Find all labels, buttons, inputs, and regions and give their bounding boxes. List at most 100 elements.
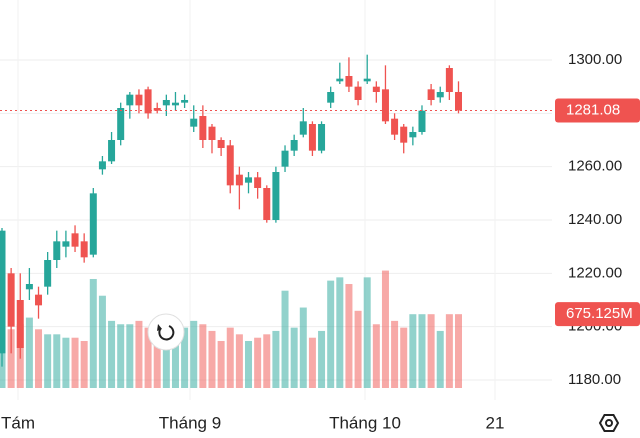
candle-body <box>199 116 207 140</box>
candle-body <box>71 233 79 247</box>
candle-body <box>345 76 353 87</box>
candle-body <box>62 241 70 247</box>
volume-bar <box>162 324 170 388</box>
candle-body <box>290 140 298 151</box>
volume-bar <box>44 334 52 388</box>
volume-bar <box>53 334 61 388</box>
reset-icon <box>158 325 175 341</box>
candle-body <box>327 92 335 103</box>
volume-bar <box>281 290 289 388</box>
volume-bar <box>254 337 262 388</box>
candle-body <box>80 241 88 258</box>
y-tick-label: 1260.00 <box>568 158 622 175</box>
candle-body <box>418 110 426 132</box>
candle-body <box>318 124 326 151</box>
last-price-label: 1281.08 <box>566 101 620 118</box>
candle-body <box>455 92 462 111</box>
volume-bar <box>217 340 225 388</box>
volume-bar <box>290 327 298 388</box>
candle-body <box>254 177 262 188</box>
volume-bar <box>372 324 380 388</box>
candle-body <box>299 121 307 135</box>
volume-bar <box>409 314 417 388</box>
x-tick-label: Tám <box>1 413 35 432</box>
volume-bar <box>108 320 116 388</box>
candle-body <box>235 174 243 186</box>
volume-bar <box>272 330 280 388</box>
candle-body <box>400 126 408 143</box>
candle-body <box>35 294 43 306</box>
volume-bar <box>135 320 143 388</box>
volume-bar <box>263 334 271 388</box>
candle-body <box>381 89 389 122</box>
candle-body <box>272 172 280 220</box>
candle-body <box>98 161 106 170</box>
volume-bar <box>245 340 253 388</box>
volume-bar <box>7 329 15 388</box>
reset-button[interactable] <box>147 313 185 351</box>
volume-bar <box>126 324 134 388</box>
volume-bar <box>35 329 43 388</box>
volume-bar <box>381 270 389 388</box>
y-tick-label: 1300.00 <box>568 51 622 68</box>
x-tick-label: Tháng 10 <box>329 413 401 432</box>
candle-body <box>153 108 161 111</box>
volume-bar <box>80 340 88 388</box>
candle-body <box>308 124 316 151</box>
settings-button[interactable] <box>598 414 620 432</box>
candle-body <box>427 89 435 100</box>
candle-body <box>391 118 399 135</box>
volume-bar <box>336 277 344 388</box>
volume-bar <box>117 324 125 388</box>
volume-bar <box>25 317 33 388</box>
volume-bar <box>208 330 216 388</box>
candle-body <box>16 300 24 348</box>
candle-body <box>7 273 15 327</box>
volume-bar <box>436 330 444 388</box>
volume-bar <box>427 314 435 388</box>
candle-body <box>144 89 152 114</box>
volume-bar <box>345 284 353 388</box>
candle-body <box>53 241 61 260</box>
candle-body <box>117 108 125 140</box>
volume-bar <box>144 327 152 388</box>
volume-bar <box>199 324 207 388</box>
volume-bar <box>299 307 307 388</box>
last-volume-box <box>555 302 640 327</box>
last-volume-label: 675.125M <box>566 305 633 322</box>
candle-body <box>135 94 143 106</box>
volume-bar <box>181 327 189 388</box>
candle-body <box>217 140 225 148</box>
volume-bar <box>171 320 179 388</box>
volume-bar <box>327 280 335 388</box>
volume-bar <box>62 337 70 388</box>
candle-body <box>409 132 417 138</box>
candle-body <box>162 100 170 106</box>
volume-bar <box>445 314 453 388</box>
volume-bar <box>153 330 161 388</box>
candle-body <box>436 92 444 98</box>
settings-icon <box>598 414 620 432</box>
volume-bar <box>418 314 426 388</box>
volume-bar <box>235 334 243 388</box>
candle-body <box>0 230 6 354</box>
candle-body <box>263 188 271 220</box>
x-tick-label: 21 <box>486 413 505 432</box>
volume-bar <box>318 330 326 388</box>
candle-body <box>25 284 33 290</box>
candle-body <box>445 68 453 92</box>
volume-bar <box>363 277 371 388</box>
candle-body <box>171 102 179 106</box>
candle-body <box>245 177 253 183</box>
reset-arrow <box>157 324 162 331</box>
volume-bar <box>391 320 399 388</box>
volume-bar <box>190 320 198 388</box>
volume-bar <box>226 327 234 388</box>
reset-bg[interactable] <box>147 313 185 351</box>
candle-body <box>181 100 189 103</box>
candle-body <box>89 193 97 255</box>
x-tick-label: Tháng 9 <box>159 413 221 432</box>
volume-bar <box>400 327 408 388</box>
y-tick-label: 1240.00 <box>568 211 622 228</box>
